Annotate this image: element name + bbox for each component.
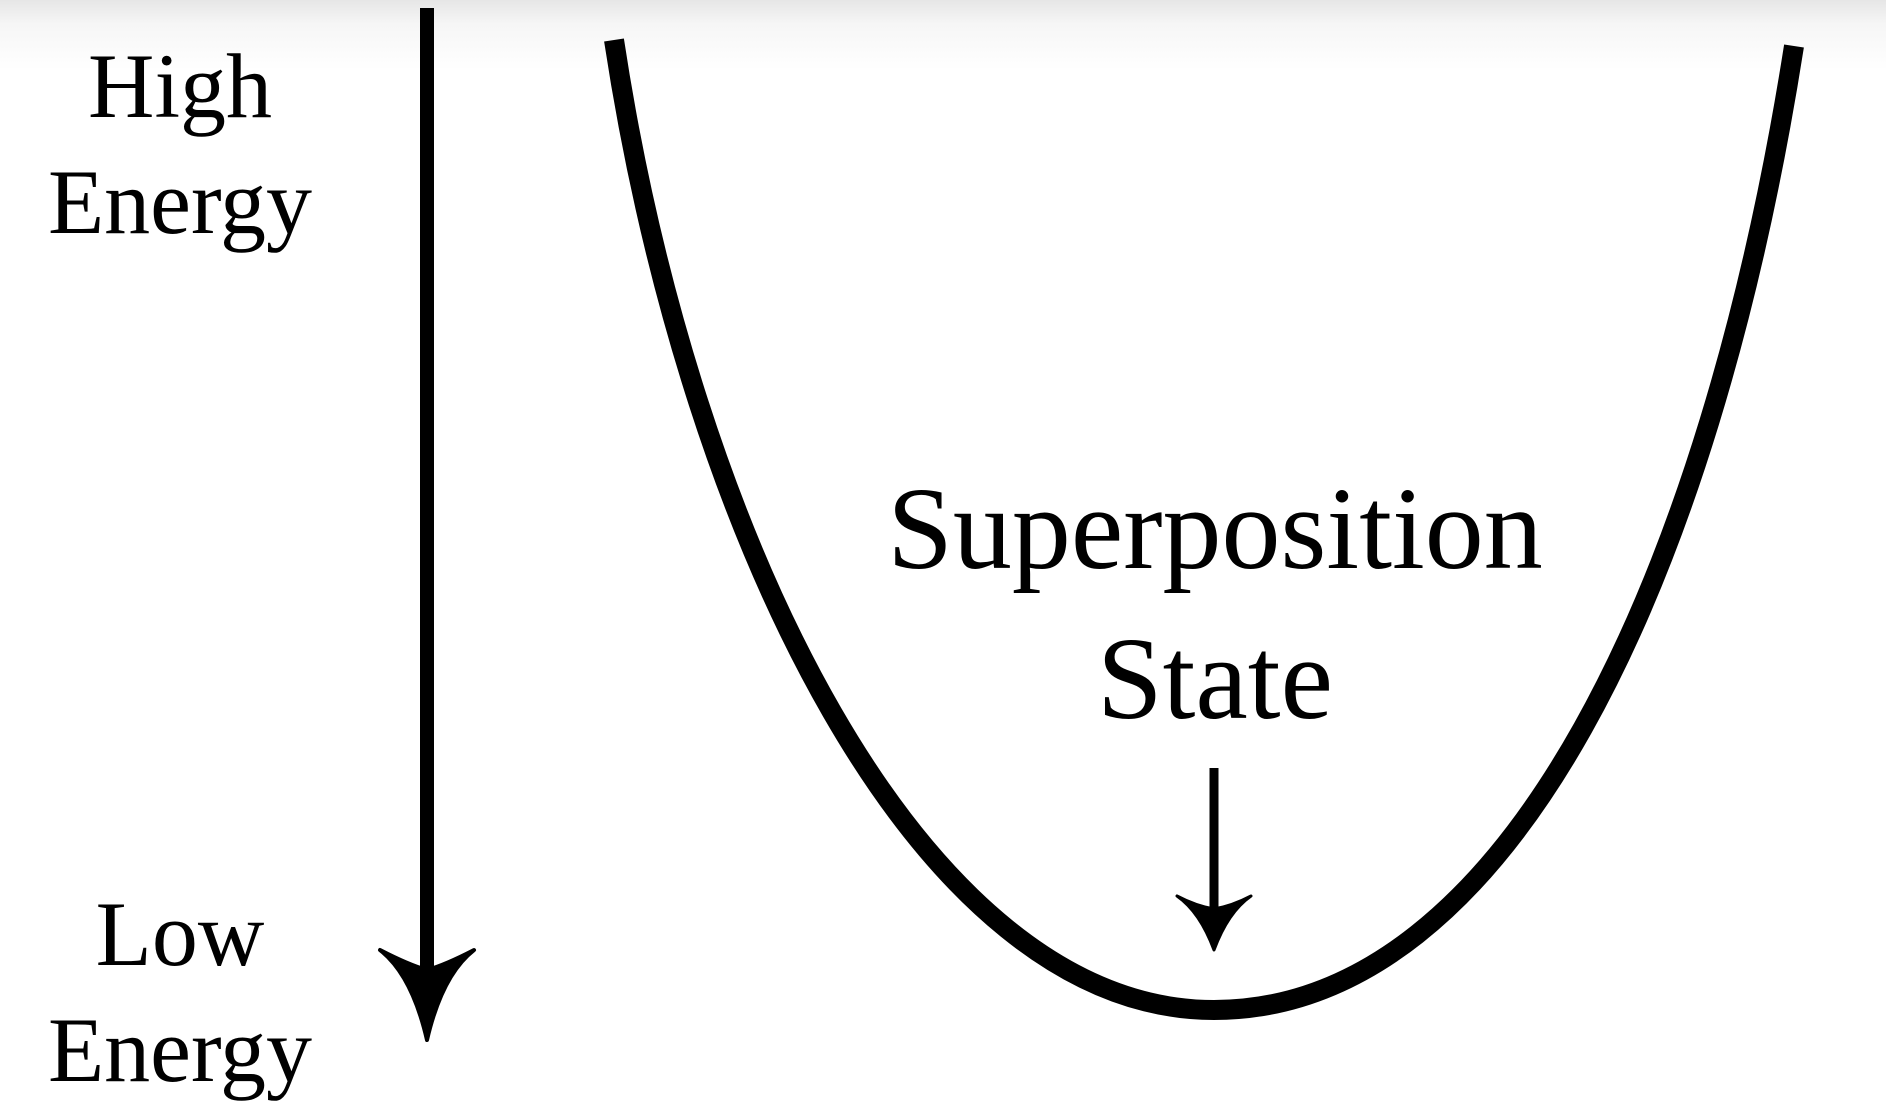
superposition-state-label-line-2: State [1097,613,1333,744]
low-energy-label-line-2: Energy [47,999,312,1101]
high-energy-label-line-1: High [88,35,272,137]
high-energy-label-line-2: Energy [47,151,312,253]
state-pointer-arrowhead [1175,894,1253,952]
low-energy-label: Low Energy [0,888,360,1096]
low-energy-label-line-1: Low [95,883,265,985]
energy-well-curve [604,38,1804,1021]
superposition-state-label: Superposition State [765,470,1665,738]
energy-axis-arrowhead [378,948,476,1042]
top-shadow [0,0,1886,70]
high-energy-label: High Energy [0,40,360,248]
superposition-state-label-line-1: Superposition [887,463,1543,594]
